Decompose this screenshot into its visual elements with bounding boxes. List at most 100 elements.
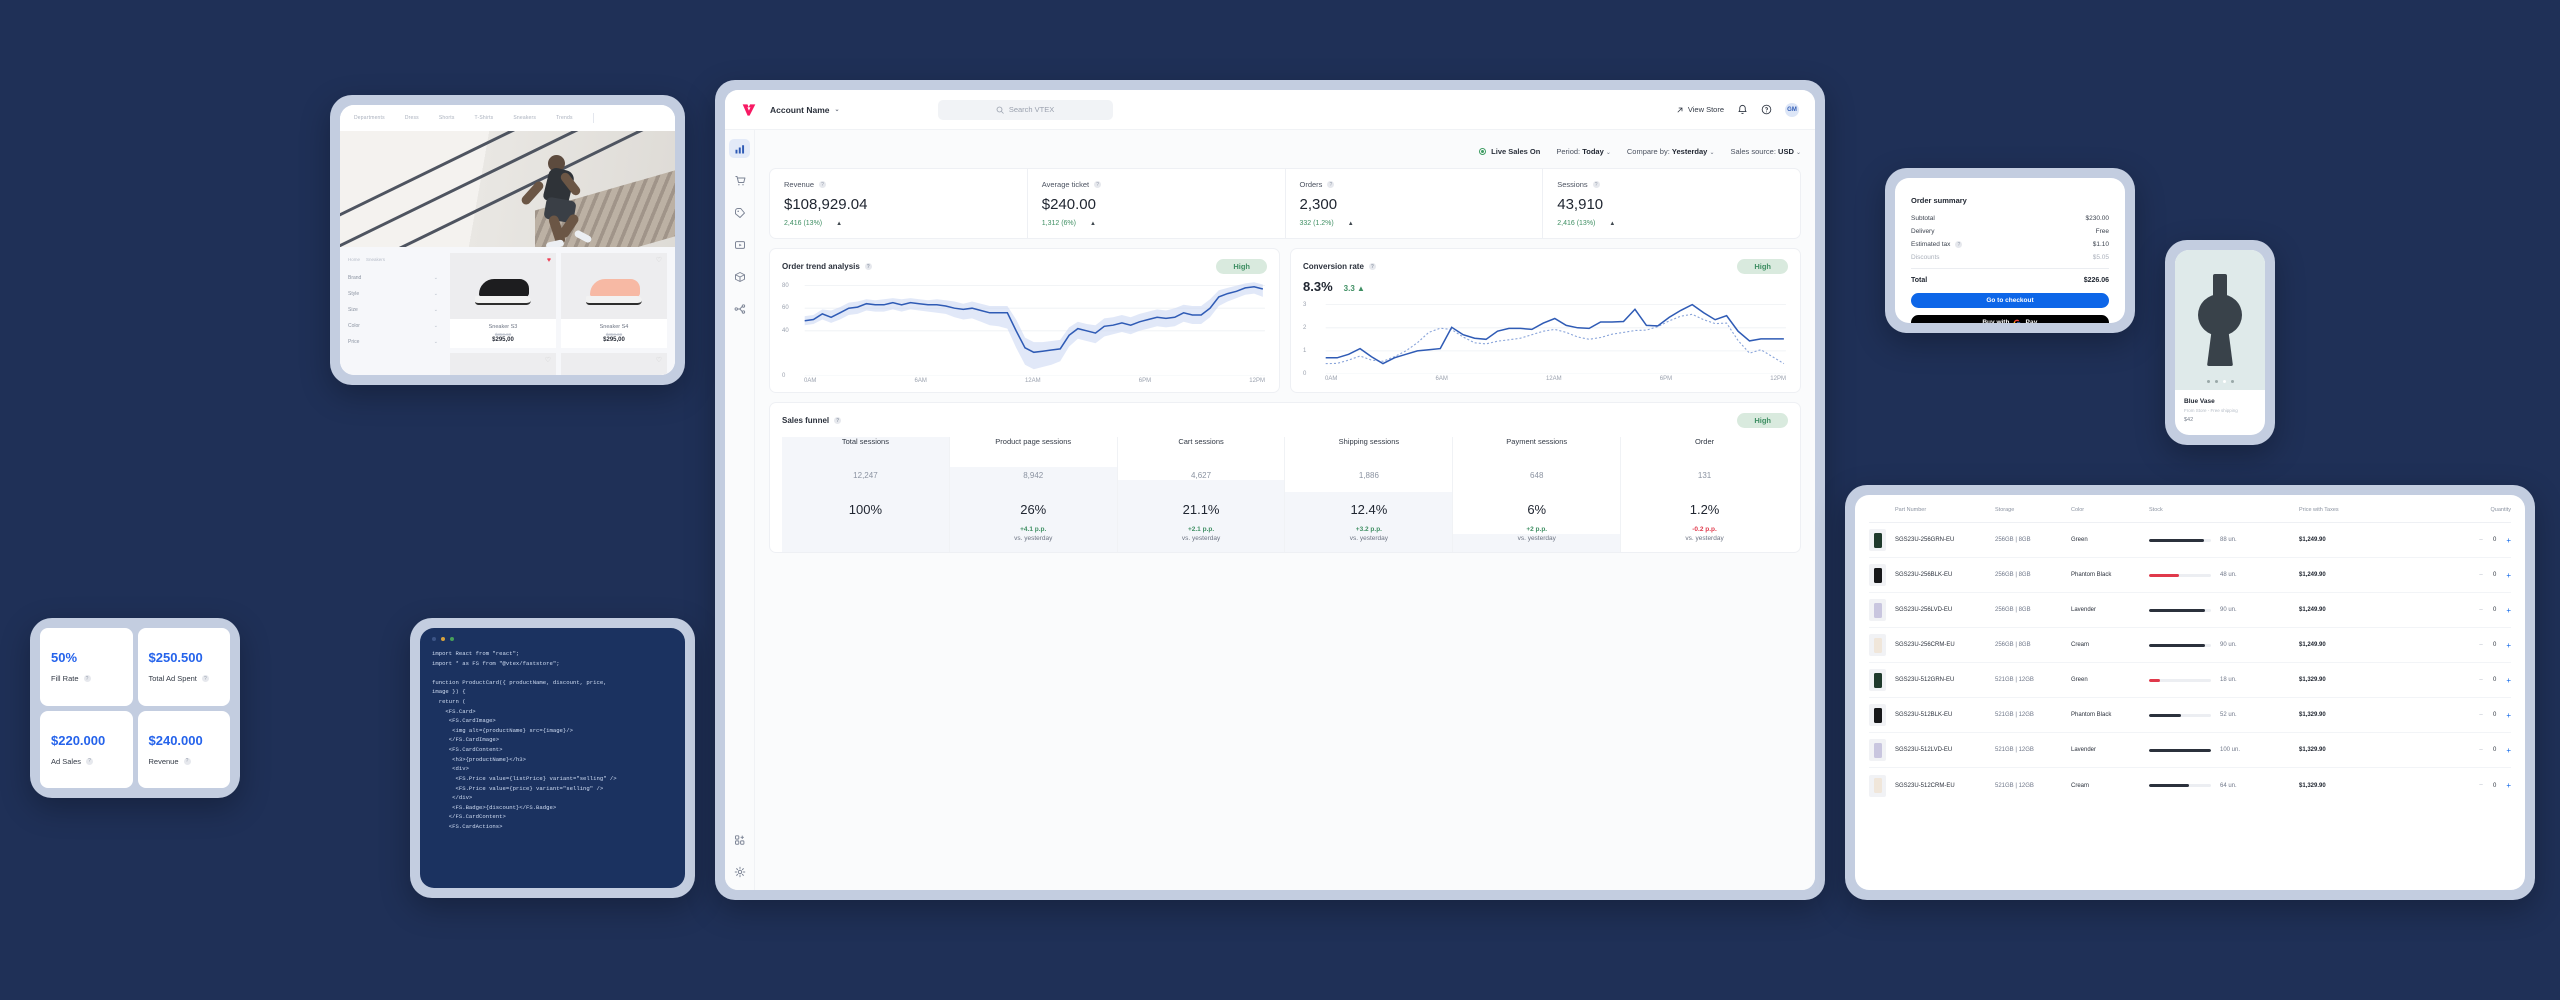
period-filter[interactable]: Period: Today ⌄	[1556, 146, 1611, 156]
favorite-icon[interactable]: ♡	[655, 257, 662, 264]
sidebar-item-storefront[interactable]	[729, 235, 750, 254]
increment-button[interactable]: +	[2506, 781, 2511, 790]
metric-card-ad-sales[interactable]: $220.000 Ad Sales?	[40, 710, 133, 788]
filter-size[interactable]: Size ⌄	[348, 302, 442, 318]
help-icon[interactable]: ?	[864, 263, 872, 270]
increment-button[interactable]: +	[2506, 675, 2511, 685]
help-icon[interactable]: ?	[183, 757, 191, 765]
increment-button[interactable]: +	[2506, 640, 2511, 650]
quantity-stepper[interactable]: − 0 +	[2437, 781, 2511, 790]
cell-color: Cream	[2071, 782, 2090, 789]
help-icon[interactable]: ?	[1368, 263, 1376, 270]
favorite-icon[interactable]: ♡	[655, 357, 662, 364]
product-tile[interactable]: ♡	[561, 353, 667, 375]
quantity-stepper[interactable]: − 0 +	[2437, 676, 2511, 685]
metric-card-total-ad-spent[interactable]: $250.500 Total Ad Spent?	[137, 628, 230, 706]
nav-item[interactable]: Trends	[556, 115, 573, 121]
account-selector[interactable]: Account Name ⌄	[770, 105, 840, 115]
sidebar-item-catalog[interactable]	[729, 203, 750, 222]
quantity-stepper[interactable]: − 0 +	[2437, 571, 2511, 580]
help-icon[interactable]: ?	[1955, 241, 1963, 248]
sidebar-item-settings[interactable]	[729, 862, 750, 881]
help-icon[interactable]: ?	[819, 181, 827, 188]
live-sales-toggle[interactable]: Live Sales On	[1479, 147, 1540, 156]
filter-sidebar[interactable]: Home Sneakers Brand ⌄ Style ⌄ Size ⌄ Color ⌄…	[348, 253, 442, 375]
decrement-button[interactable]: −	[2478, 606, 2483, 614]
google-pay-button[interactable]: Buy with Pay	[1911, 315, 2109, 323]
table-row[interactable]: SGS23U-256CRM-EU 256GB | 8GB Cream 90 un. $1…	[1869, 628, 2511, 663]
product-thumbnail	[1869, 564, 1886, 586]
quantity-stepper[interactable]: − 0 +	[2437, 746, 2511, 755]
sidebar-item-orders[interactable]	[729, 171, 750, 190]
product-tile[interactable]: ♡ Sneaker S4 $350.00 $295,00	[561, 253, 667, 348]
decrement-button[interactable]: −	[2478, 676, 2483, 684]
vtex-logo-icon[interactable]	[741, 102, 757, 118]
breadcrumb-item[interactable]: Sneakers	[366, 257, 386, 262]
code-snippet[interactable]: import React from "react"; import * as F…	[432, 650, 617, 830]
breadcrumb-item[interactable]: Home	[348, 257, 361, 262]
table-row[interactable]: SGS23U-256BLK-EU 256GB | 8GB Phantom Black…	[1869, 558, 2511, 593]
help-icon[interactable]: ?	[834, 417, 842, 424]
product-tile[interactable]: ♡	[450, 353, 556, 375]
quantity-stepper[interactable]: − 0 +	[2437, 536, 2511, 545]
increment-button[interactable]: +	[2506, 745, 2511, 755]
favorite-icon[interactable]: ♡	[544, 357, 551, 364]
nav-item[interactable]: Shorts	[438, 115, 455, 121]
quantity-stepper[interactable]: − 0 +	[2437, 641, 2511, 650]
decrement-button[interactable]: −	[2478, 571, 2483, 579]
image-carousel-dots[interactable]	[2175, 380, 2265, 383]
filter-color[interactable]: Color ⌄	[348, 318, 442, 334]
nav-item[interactable]: Dress	[404, 115, 419, 121]
table-row[interactable]: SGS23U-256GRN-EU 256GB | 8GB Green 88 un. $1…	[1869, 523, 2511, 558]
go-to-checkout-button[interactable]: Go to checkout	[1911, 293, 2109, 308]
table-row[interactable]: SGS23U-512BLK-EU 521GB | 12GB Phantom Blac…	[1869, 698, 2511, 733]
metric-card-fill-rate[interactable]: 50% Fill Rate?	[40, 628, 133, 706]
table-row[interactable]: SGS23U-512CRM-EU 521GB | 12GB Cream 64 un. $…	[1869, 768, 2511, 803]
nav-item[interactable]: T-Shirts	[474, 115, 494, 121]
filter-brand[interactable]: Brand ⌄	[348, 270, 442, 286]
bell-icon[interactable]	[1737, 104, 1748, 115]
chevron-down-icon: ⌄	[1709, 149, 1715, 156]
filter-style[interactable]: Style ⌄	[348, 286, 442, 302]
table-row[interactable]: SGS23U-512GRN-EU 521GB | 12GB Green 18 un. $…	[1869, 663, 2511, 698]
table-row[interactable]: SGS23U-512LVD-EU 521GB | 12GB Lavender 100 …	[1869, 733, 2511, 768]
decrement-button[interactable]: −	[2478, 536, 2483, 544]
nav-item[interactable]: Departments	[354, 115, 385, 121]
decrement-button[interactable]: −	[2478, 641, 2483, 649]
product-tile[interactable]: ♥ Sneaker S3 $350.00 $295,00	[450, 253, 556, 348]
quantity-stepper[interactable]: − 0 +	[2437, 711, 2511, 720]
help-icon[interactable]: ?	[86, 757, 94, 765]
help-icon[interactable]: ?	[1094, 181, 1102, 188]
increment-button[interactable]: +	[2506, 570, 2511, 580]
favorite-icon[interactable]: ♥	[546, 257, 551, 264]
storefront-nav[interactable]: Departments Dress Shorts T-Shirts Sneake…	[340, 105, 675, 131]
view-store-link[interactable]: View Store	[1676, 105, 1724, 114]
increment-button[interactable]: +	[2506, 710, 2511, 720]
help-icon[interactable]: ?	[201, 675, 209, 683]
metric-card-revenue[interactable]: $240.000 Revenue?	[137, 710, 230, 788]
sidebar-item-integrations[interactable]	[729, 299, 750, 318]
product-thumbnail	[1869, 739, 1886, 761]
help-icon[interactable]: ?	[83, 675, 91, 683]
table-row[interactable]: SGS23U-256LVD-EU 256GB | 8GB Lavender 90 un…	[1869, 593, 2511, 628]
sales-source-filter[interactable]: Sales source: USD ⌄	[1730, 146, 1801, 156]
window-controls[interactable]	[420, 628, 685, 645]
nav-item[interactable]: Sneakers	[513, 115, 537, 121]
decrement-button[interactable]: −	[2478, 711, 2483, 719]
help-circle-icon[interactable]	[1761, 104, 1772, 115]
avatar[interactable]: GM	[1785, 102, 1799, 117]
increment-button[interactable]: +	[2506, 605, 2511, 615]
filter-price[interactable]: Price ⌄	[348, 334, 442, 350]
search-input[interactable]: Search VTEX	[937, 99, 1113, 120]
help-icon[interactable]: ?	[1327, 181, 1335, 188]
compare-filter[interactable]: Compare by: Yesterday ⌄	[1626, 146, 1715, 156]
sidebar-item-analytics[interactable]	[729, 139, 750, 158]
quantity-stepper[interactable]: − 0 +	[2437, 606, 2511, 615]
help-icon[interactable]: ?	[1592, 181, 1600, 188]
sidebar-item-inventory[interactable]	[729, 267, 750, 286]
decrement-button[interactable]: −	[2478, 782, 2483, 789]
increment-button[interactable]: +	[2506, 535, 2511, 545]
funnel-step-label: Payment sessions	[1506, 437, 1568, 446]
decrement-button[interactable]: −	[2478, 746, 2483, 754]
sidebar-item-apps[interactable]	[729, 830, 750, 849]
